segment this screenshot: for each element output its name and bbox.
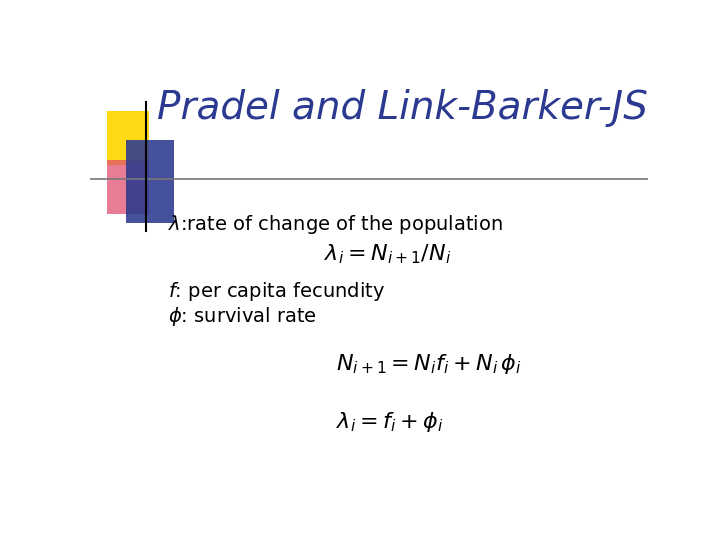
Bar bbox=[107, 160, 148, 214]
Text: Pradel and Link-Barker-JS: Pradel and Link-Barker-JS bbox=[157, 90, 648, 127]
Bar bbox=[126, 140, 174, 223]
Text: $\lambda_i = N_{i+1}/N_i$: $\lambda_i = N_{i+1}/N_i$ bbox=[324, 242, 451, 266]
Text: $\lambda$:rate of change of the population: $\lambda$:rate of change of the populati… bbox=[168, 213, 503, 237]
Text: $\phi$: survival rate: $\phi$: survival rate bbox=[168, 305, 317, 328]
Text: $N_{i+1} = N_i f_i + N_i \, \phi_i$: $N_{i+1} = N_i f_i + N_i \, \phi_i$ bbox=[336, 352, 521, 376]
Bar bbox=[107, 111, 148, 165]
Text: $\lambda_i = f_i + \phi_i$: $\lambda_i = f_i + \phi_i$ bbox=[336, 410, 443, 434]
Text: $f$: per capita fecundity: $f$: per capita fecundity bbox=[168, 280, 385, 303]
